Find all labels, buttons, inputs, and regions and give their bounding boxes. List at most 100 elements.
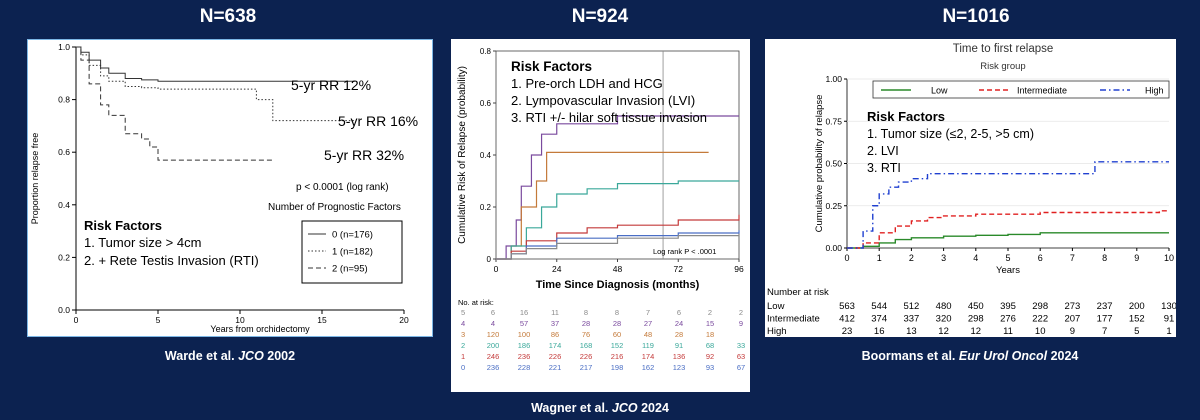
risk-factor-item: 1. Tumor size (≤2, 2-5, >5 cm) [867,127,1034,141]
at-risk-value: 123 [673,363,686,372]
citation-year: 2002 [267,349,296,363]
at-risk-group: Intermediate [767,314,820,325]
at-risk-value: 395 [1000,301,1016,312]
citation-journal: JCO [611,401,638,415]
header-wagner: N=924 [571,6,629,27]
x-tick-label: 10 [235,315,245,325]
at-risk-value: 23 [842,326,853,337]
at-risk-title: No. at risk: [458,298,494,307]
y-tick-label: 0.0 [58,305,70,315]
citation-year: 2024 [641,401,669,415]
at-risk-value: 100 [518,330,531,339]
at-risk-value: 7 [646,308,650,317]
risk-factor-item: 3. RTI [867,161,901,175]
citation-journal: Eur Urol Oncol [958,349,1048,363]
at-risk-value: 76 [582,330,590,339]
at-risk-value: 412 [839,314,855,325]
at-risk-value: 298 [1032,301,1048,312]
at-risk-value: 298 [968,314,984,325]
legend-entry: Low [931,86,948,96]
at-risk-value: 60 [613,330,621,339]
citation-authors: Wagner et al. [531,401,609,415]
x-tick-label: 2 [909,253,914,263]
chart-boormans: Time to first relapse Risk group 0.00 0.25 0… [767,43,1176,337]
annotation-rr-12: 5-yr RR 12% [291,77,371,93]
at-risk-value: 228 [518,363,531,372]
y-tick-label: 0.6 [58,147,70,157]
at-risk-group: 0 [461,363,465,372]
at-risk-value: 200 [487,341,500,350]
at-risk-value: 222 [1032,314,1048,325]
at-risk-value: 246 [487,352,500,361]
at-risk-value: 91 [675,341,683,350]
at-risk-value: 130 [1161,301,1176,312]
at-risk-value: 28 [613,319,621,328]
at-risk-group: 5 [461,308,465,317]
x-tick-label: 10 [1164,253,1174,263]
y-tick-label: 0.6 [480,99,492,108]
at-risk-value: 152 [611,341,624,350]
x-tick-label: 6 [1038,253,1043,263]
survival-curve [76,46,355,82]
at-risk-title: Number at risk [767,287,829,298]
at-risk-value: 200 [1129,301,1145,312]
chart-warde: 0.0 0.2 0.4 0.6 0.8 1.0 0 5 10 15 20 Years from orc… [30,42,418,334]
at-risk-value: 152 [1129,314,1145,325]
at-risk-value: 8 [615,308,619,317]
legend-title: Risk group [980,61,1025,72]
at-risk-value: 226 [549,352,562,361]
x-tick-label: 24 [552,264,562,274]
x-tick-label: 3 [941,253,946,263]
risk-factor-item: 2. LVI [867,144,899,158]
legend-box [301,220,403,284]
legend-entry: 1 (n=182) [332,247,373,258]
risk-factor-item: 1. Pre-orch LDH and HCG [511,76,663,91]
at-risk-value: 237 [1097,301,1113,312]
at-risk-value: 1 [1166,326,1171,337]
y-tick-label: 0.8 [58,95,70,105]
cumulative-probability-curve [847,161,1169,249]
at-risk-value: 16 [874,326,885,337]
x-axis-label: Years from orchidectomy [210,324,310,334]
annotation-rr-16: 5-yr RR 16% [338,113,418,129]
x-tick-label: 4 [973,253,978,263]
legend-entry: 2 (n=95) [332,264,368,275]
at-risk-group: Low [767,301,785,312]
x-tick-label: 1 [877,253,882,263]
at-risk-value: 2 [739,308,743,317]
at-risk-value: 207 [1064,314,1080,325]
x-axis-label: Years [996,265,1020,276]
x-axis-label: Time Since Diagnosis (months) [536,279,700,291]
legend-entry: High [1145,86,1164,96]
x-tick-label: 7 [1070,253,1075,263]
x-tick-label: 72 [674,264,684,274]
at-risk-value: 63 [737,352,745,361]
x-tick-label: 0 [494,264,499,274]
at-risk-value: 68 [706,341,714,350]
cumulative-risk-curve [496,214,740,260]
at-risk-value: 13 [906,326,917,337]
y-tick-label: 0.8 [480,47,492,56]
risk-factors-background [78,215,296,280]
y-axis-label: Cumulative Risk of Relapse (probability) [457,66,468,244]
y-tick-label: 0.2 [58,252,70,262]
at-risk-value: 9 [1070,326,1075,337]
panel-wagner: 0 0.2 0.4 0.6 0.8 0 24 48 72 96 Time Since Diagnos… [451,39,750,392]
legend-entry: Intermediate [1017,86,1067,96]
risk-factor-item: 1. Tumor size > 4cm [84,235,201,250]
at-risk-value: 119 [642,341,654,350]
survival-curve [76,46,273,161]
at-risk-value: 174 [549,341,562,350]
legend-entry: 0 (n=176) [332,230,373,241]
at-risk-value: 337 [903,314,919,325]
at-risk-value: 177 [1097,314,1113,325]
citation-year: 2024 [1050,349,1079,363]
at-risk-value: 9 [739,319,743,328]
annotation-rr-32: 5-yr RR 32% [324,147,404,163]
at-risk-value: 24 [675,319,683,328]
x-tick-label: 8 [1102,253,1107,263]
at-risk-value: 186 [518,341,531,350]
at-risk-value: 168 [580,341,593,350]
at-risk-value: 12 [938,326,949,337]
at-risk-value: 320 [936,314,952,325]
